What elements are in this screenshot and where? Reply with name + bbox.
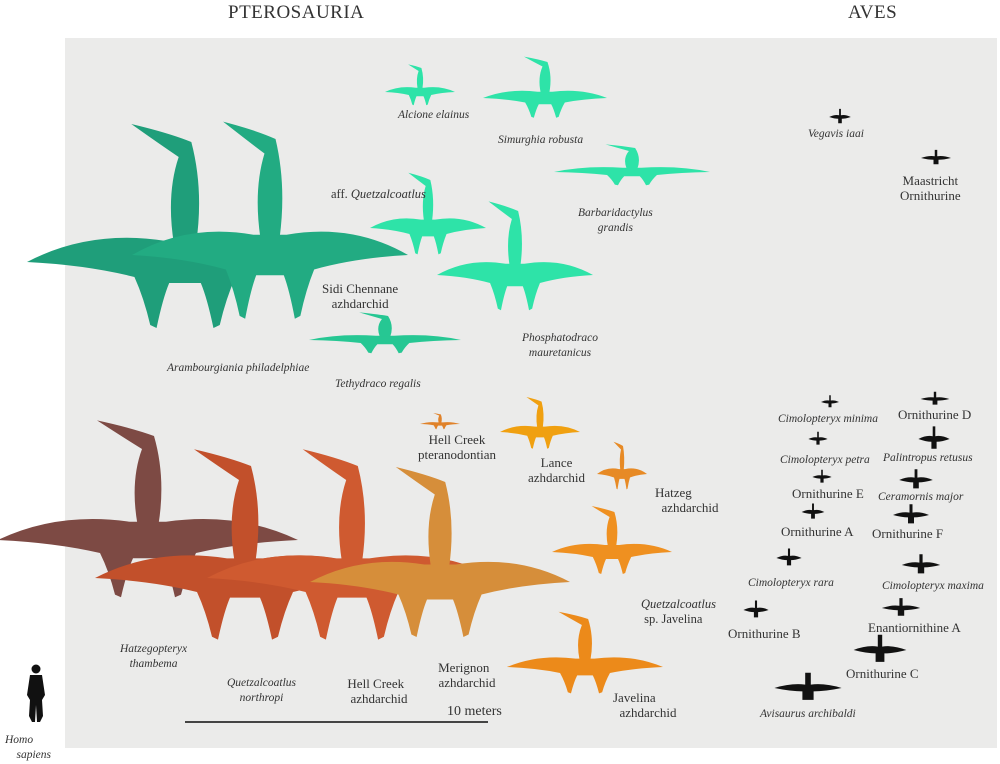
label-part: Hatzeg (655, 485, 692, 500)
quetzalcoatlus-javelina-silhouette (552, 506, 672, 574)
enantiornithine-a-silhouette (881, 598, 921, 616)
label-part: thambema (129, 658, 178, 670)
label-hell-creek-pteranodontian: Hell Creek pteranodontian (418, 432, 496, 462)
label-cim-maxima: Cimolopteryx maxima (882, 580, 984, 592)
orn-e-silhouette (812, 469, 832, 483)
orn-f-silhouette (893, 504, 929, 524)
label-part: Quetzalcoatlus (227, 677, 296, 689)
label-part: grandis (597, 222, 633, 234)
label-avisaurus: Avisaurus archibaldi (760, 708, 856, 720)
label-part: Merignon (438, 660, 490, 675)
hell-creek-pteranodontian-silhouette (420, 412, 460, 430)
label-arambourgiania: Arambourgiania philadelphiae (167, 362, 310, 374)
label-part: Barbaridactylus (578, 207, 653, 219)
maastricht-silhouette (921, 149, 951, 165)
label-tethydraco: Tethydraco regalis (335, 378, 421, 390)
cim-minima-silhouette (821, 395, 839, 408)
cim-maxima-silhouette (901, 554, 941, 574)
label-palintropus: Palintropus retusus (883, 452, 973, 464)
label-part: pteranodontian (418, 447, 496, 462)
scale-bar-label: 10 meters (447, 704, 502, 719)
label-part: aff. (331, 187, 348, 201)
label-maastricht: Maastricht Ornithurine (900, 173, 961, 203)
orn-d-silhouette (920, 391, 950, 405)
orn-c-silhouette (853, 634, 907, 662)
vegavis-silhouette (829, 108, 851, 124)
label-part: Lance (540, 455, 573, 470)
figure-panel (65, 38, 997, 748)
label-part: Maastricht (902, 173, 959, 188)
ceramornis-silhouette (899, 469, 933, 489)
label-orn-c: Ornithurine C (846, 666, 919, 681)
label-cim-minima: Cimolopteryx minima (778, 413, 878, 425)
label-part: Hell Creek (428, 432, 486, 447)
header-pterosauria: PTEROSAURIA (228, 2, 365, 23)
alcione-silhouette (385, 64, 455, 106)
label-part: Hatzegopteryx (120, 643, 188, 655)
label-part: Homo (5, 734, 34, 746)
aff-quetzalcoatlus-silhouette (370, 172, 486, 255)
label-part: azhdarchid (528, 470, 586, 485)
human-silhouette (27, 664, 45, 722)
cim-petra-silhouette (808, 431, 828, 445)
label-alcione: Alcione elainus (398, 109, 470, 121)
tethydraco-silhouette (309, 312, 461, 354)
label-merignon: Merignon azhdarchid (432, 660, 496, 690)
label-enantiornithine-a: Enantiornithine A (868, 620, 961, 635)
label-part: Phosphatodraco (522, 332, 599, 344)
label-sidi-chennane: Sidi Chennane azhdarchid (322, 281, 398, 311)
label-quetzalcoatlus-northropi: Quetzalcoatlus northropi (227, 676, 296, 706)
orn-a-silhouette (801, 503, 825, 519)
label-part: Quetzalcoatlus (641, 597, 716, 611)
label-part: Hell Creek (347, 676, 405, 691)
simurghia-silhouette (483, 56, 607, 118)
label-orn-b: Ornithurine B (728, 626, 801, 641)
label-vegavis: Vegavis iaai (808, 128, 864, 140)
orn-b-silhouette (743, 600, 769, 618)
label-part: azhdarchid (350, 691, 408, 706)
label-orn-e: Ornithurine E (792, 486, 864, 501)
label-cim-petra: Cimolopteryx petra (780, 454, 870, 466)
label-hell-creek-azhdarchid: Hell Creek azhdarchid (344, 676, 408, 706)
label-quetzalcoatlus-javelina: Quetzalcoatlus sp. Javelina (641, 597, 716, 627)
hatzeg-silhouette (597, 441, 647, 490)
label-part: Javelina (613, 690, 656, 705)
header-aves: AVES (848, 2, 898, 23)
label-part: Sidi Chennane (322, 281, 399, 296)
label-part: azhdarchid (619, 705, 677, 720)
label-homo-sapiens: Homo sapiens (5, 733, 51, 763)
label-barbaridactylus: Barbaridactylus grandis (578, 206, 653, 236)
label-javelina: Javelina azhdarchid (613, 690, 677, 720)
label-phosphatodraco: Phosphatodraco mauretanicus (522, 331, 598, 361)
label-part: sp. Javelina (644, 612, 703, 626)
label-hatzegopteryx: Hatzegopteryx thambema (120, 642, 187, 672)
label-hatzeg: Hatzeg azhdarchid (655, 485, 719, 515)
palintropus-silhouette (918, 426, 950, 449)
label-part: azhdarchid (438, 675, 496, 690)
javelina-silhouette (507, 611, 663, 694)
label-part: sapiens (16, 749, 52, 761)
label-orn-f: Ornithurine F (872, 526, 944, 541)
label-ceramornis: Ceramornis major (878, 491, 964, 503)
cim-rara-silhouette (776, 548, 802, 566)
lance-silhouette (500, 397, 580, 449)
label-cim-rara: Cimolopteryx rara (748, 577, 834, 589)
label-part: azhdarchid (331, 296, 389, 311)
label-part: Ornithurine (900, 188, 961, 203)
label-orn-a: Ornithurine A (781, 524, 854, 539)
label-aff-quetzalcoatlus: aff. Quetzalcoatlus (331, 187, 426, 202)
label-part: Quetzalcoatlus (350, 187, 426, 201)
avisaurus-silhouette (774, 672, 842, 700)
label-orn-d: Ornithurine D (898, 407, 972, 422)
label-lance: Lance azhdarchid (528, 455, 585, 485)
label-part: northropi (239, 692, 284, 704)
label-part: mauretanicus (528, 347, 592, 359)
label-part: azhdarchid (661, 500, 719, 515)
label-simurghia: Simurghia robusta (498, 134, 584, 146)
phosphatodraco-silhouette (437, 201, 593, 311)
barbaridactylus-silhouette (554, 144, 710, 186)
